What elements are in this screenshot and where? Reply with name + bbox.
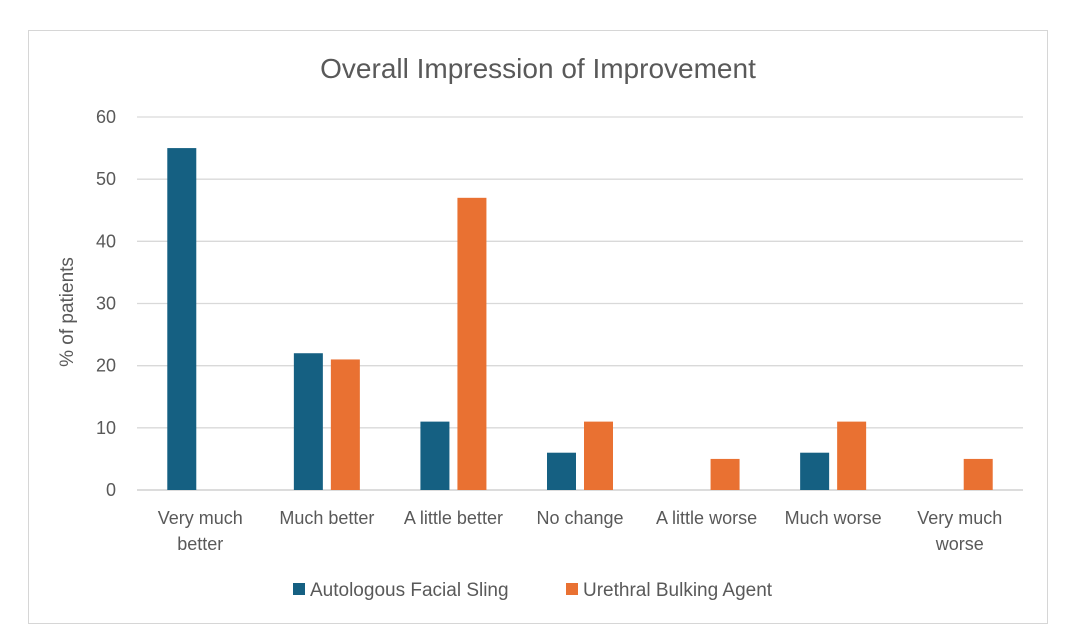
- x-tick-label: Very much better: [158, 508, 243, 554]
- x-tick-labels: Very much better Much better A little bette…: [158, 508, 1002, 554]
- y-tick-label: 10: [96, 418, 116, 438]
- x-tick-label: Much better: [279, 508, 374, 528]
- y-tick-label: 60: [96, 107, 116, 127]
- y-tick-label: 20: [96, 356, 116, 376]
- y-tick-labels: 0 10 20 30 40 50 60: [96, 107, 116, 500]
- x-tick-label: Much worse: [785, 508, 882, 528]
- y-axis-title: % of patients: [57, 257, 78, 367]
- bar-series-2: [584, 421, 613, 490]
- bar-series-1: [420, 421, 450, 490]
- y-tick-label: 30: [96, 294, 116, 314]
- x-tick-label: A little worse: [656, 508, 757, 528]
- bar-series-2: [963, 458, 993, 490]
- bar-series-1: [800, 452, 830, 490]
- bar-series-2: [330, 359, 360, 490]
- gridlines: [137, 116, 1023, 491]
- legend-label: Urethral Bulking Agent: [583, 580, 773, 601]
- bar-series-2: [837, 421, 867, 490]
- bar-series-1: [293, 353, 323, 490]
- y-tick-label: 0: [106, 480, 116, 500]
- bar-series-1: [167, 148, 197, 491]
- legend-swatch: [566, 583, 578, 595]
- y-tick-label: 40: [96, 231, 116, 251]
- y-tick-label: 50: [96, 169, 116, 189]
- chart-title: Overall Impression of Improvement: [320, 53, 756, 84]
- chart-frame: [28, 30, 1048, 624]
- bar-series-2: [710, 458, 740, 490]
- legend: Autologous Facial Sling Urethral Bulking …: [293, 580, 773, 601]
- x-tick-label: No change: [536, 508, 623, 528]
- x-tick-label: A little better: [404, 508, 503, 528]
- legend-swatch: [293, 583, 305, 595]
- bars: [167, 148, 993, 491]
- x-tick-label: Very much worse: [917, 508, 1002, 554]
- legend-label: Autologous Facial Sling: [310, 580, 509, 601]
- bar-series-1: [547, 452, 576, 490]
- bar-series-2: [457, 197, 487, 491]
